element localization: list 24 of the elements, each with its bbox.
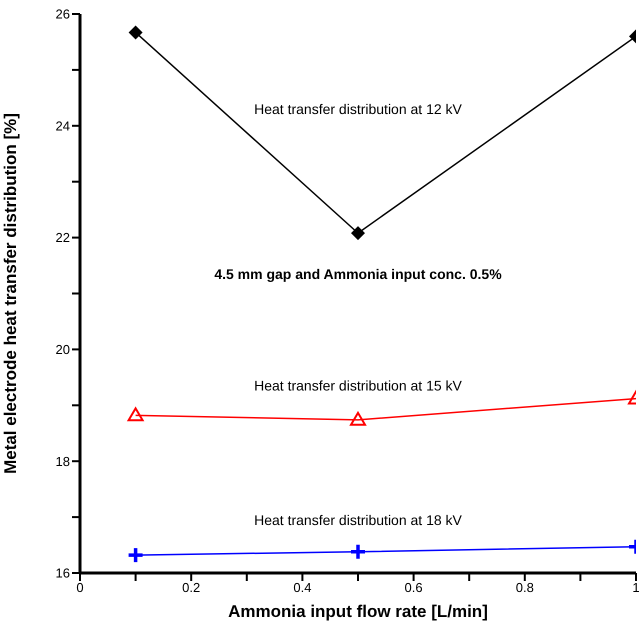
point [126, 546, 144, 564]
y-axis-title: Metal electrode heat transfer distribution [%] [1, 113, 20, 474]
x-tick-label: 1 [632, 580, 640, 596]
point [350, 412, 366, 426]
y-tick-label: 20 [56, 342, 70, 358]
y-tick-label: 26 [56, 6, 70, 22]
point [128, 407, 144, 422]
y-tick-label: 24 [56, 118, 70, 134]
y-tick-label: 22 [56, 230, 70, 246]
y-tick-label: 18 [56, 454, 70, 469]
point [349, 543, 367, 561]
x-tick-label: 0.2 [182, 580, 200, 596]
annotation: Heat transfer distribution at 18 kV [254, 512, 463, 528]
x-tick-label: 0 [76, 580, 84, 596]
x-tick-label: 0.4 [293, 580, 312, 596]
annotation: 4.5 mm gap and Ammonia input conc. 0.5% [214, 266, 502, 282]
point [128, 25, 143, 40]
point [351, 226, 365, 240]
annotation: Heat transfer distribution at 12 kV [254, 101, 463, 117]
y-tick-label: 16 [56, 566, 70, 581]
annotation: Heat transfer distribution at 15 kV [254, 378, 463, 394]
x-axis-title: Ammonia input flow rate [L/min] [228, 602, 488, 621]
x-tick-label: 0.8 [516, 580, 534, 596]
x-tick-label: 0.6 [404, 580, 423, 596]
